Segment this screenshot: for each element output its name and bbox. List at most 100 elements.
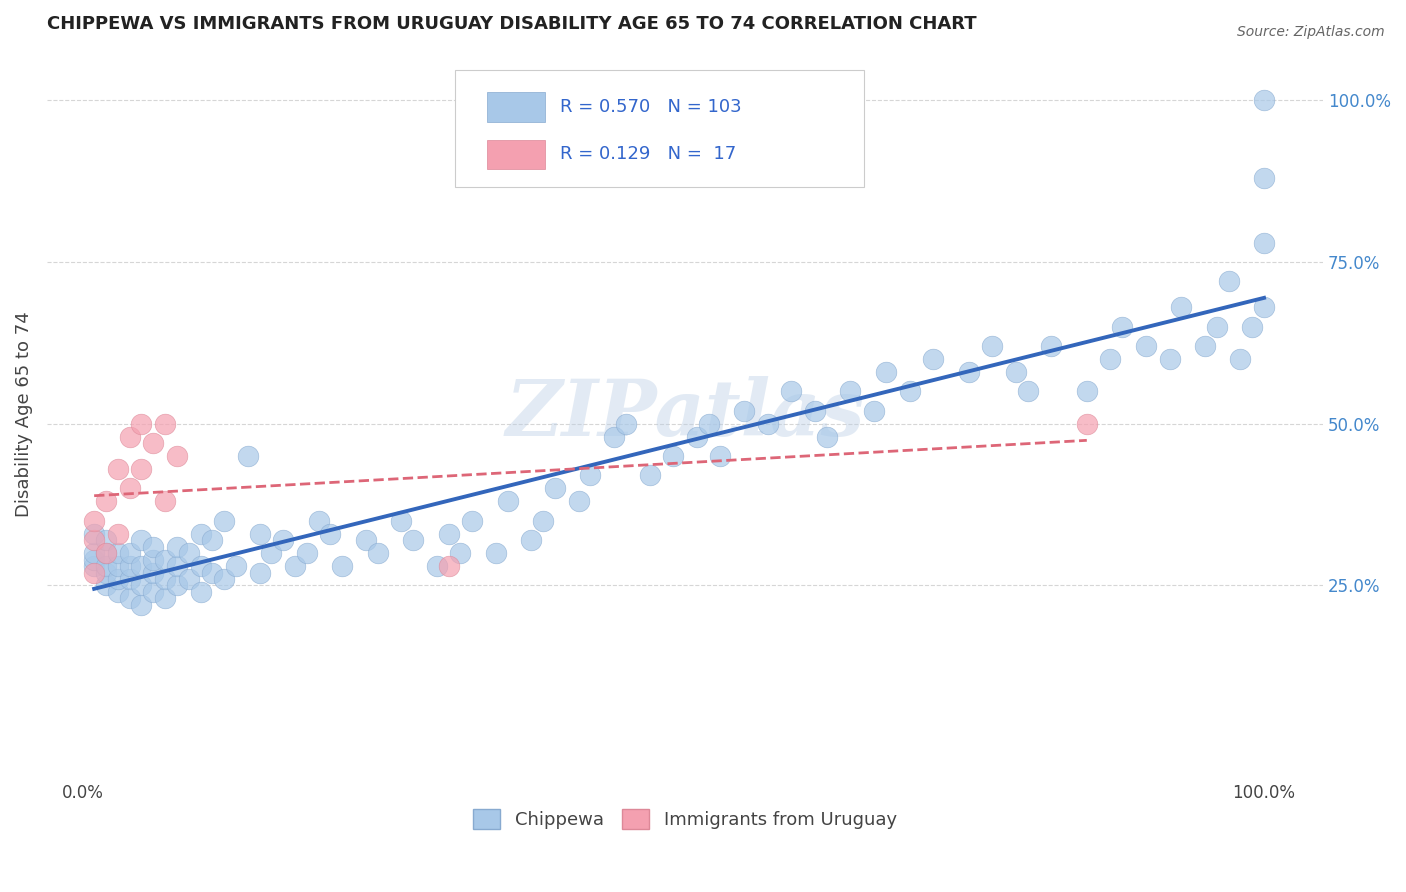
Point <box>922 351 945 366</box>
Point <box>107 559 129 574</box>
Text: CHIPPEWA VS IMMIGRANTS FROM URUGUAY DISABILITY AGE 65 TO 74 CORRELATION CHART: CHIPPEWA VS IMMIGRANTS FROM URUGUAY DISA… <box>46 15 977 33</box>
Point <box>94 559 117 574</box>
Point <box>733 404 755 418</box>
Point <box>1241 319 1264 334</box>
Point <box>153 591 176 606</box>
Point <box>107 572 129 586</box>
Text: R = 0.570   N = 103: R = 0.570 N = 103 <box>560 98 741 116</box>
Point <box>131 559 153 574</box>
Point <box>166 559 188 574</box>
Point <box>107 585 129 599</box>
Point <box>804 404 827 418</box>
Point <box>131 578 153 592</box>
Point <box>284 559 307 574</box>
Point <box>118 572 141 586</box>
Point <box>83 552 105 566</box>
Point <box>83 566 105 580</box>
Point <box>83 546 105 560</box>
Point <box>153 417 176 431</box>
Point <box>1253 235 1275 250</box>
Point <box>1218 274 1240 288</box>
Point <box>94 546 117 560</box>
Point <box>142 566 165 580</box>
Point <box>614 417 637 431</box>
Point <box>780 384 803 399</box>
Bar <box>488 92 544 121</box>
Point <box>201 533 224 548</box>
Point <box>1099 351 1122 366</box>
Bar <box>488 140 544 169</box>
Point <box>402 533 425 548</box>
Point <box>426 559 449 574</box>
Point <box>815 430 838 444</box>
Point <box>107 546 129 560</box>
Legend: Chippewa, Immigrants from Uruguay: Chippewa, Immigrants from Uruguay <box>467 802 904 837</box>
Point <box>898 384 921 399</box>
Point <box>957 365 980 379</box>
Point <box>1159 351 1181 366</box>
Point <box>1076 417 1098 431</box>
Point <box>367 546 389 560</box>
Point <box>450 546 472 560</box>
FancyBboxPatch shape <box>456 70 863 187</box>
Point <box>1076 384 1098 399</box>
Point <box>1135 339 1157 353</box>
Point <box>94 533 117 548</box>
Point <box>1170 300 1192 314</box>
Point <box>131 598 153 612</box>
Point <box>1005 365 1028 379</box>
Point <box>236 449 259 463</box>
Point <box>201 566 224 580</box>
Point <box>94 578 117 592</box>
Point <box>83 526 105 541</box>
Point <box>249 566 271 580</box>
Point <box>118 559 141 574</box>
Point <box>686 430 709 444</box>
Point <box>153 552 176 566</box>
Point <box>249 526 271 541</box>
Point <box>118 591 141 606</box>
Point <box>354 533 377 548</box>
Point <box>212 514 235 528</box>
Point <box>142 436 165 450</box>
Point <box>94 494 117 508</box>
Point <box>118 546 141 560</box>
Point <box>225 559 247 574</box>
Point <box>1040 339 1063 353</box>
Point <box>118 482 141 496</box>
Point <box>190 585 212 599</box>
Point <box>863 404 886 418</box>
Point <box>131 417 153 431</box>
Point <box>142 552 165 566</box>
Point <box>1194 339 1216 353</box>
Point <box>107 526 129 541</box>
Point <box>1253 93 1275 107</box>
Point <box>94 546 117 560</box>
Point <box>603 430 626 444</box>
Point <box>153 572 176 586</box>
Point <box>662 449 685 463</box>
Point <box>875 365 897 379</box>
Point <box>107 462 129 476</box>
Point <box>271 533 294 548</box>
Point <box>1229 351 1251 366</box>
Point <box>131 462 153 476</box>
Point <box>568 494 591 508</box>
Point <box>579 468 602 483</box>
Point <box>177 546 200 560</box>
Point <box>330 559 353 574</box>
Point <box>709 449 731 463</box>
Point <box>166 578 188 592</box>
Point <box>118 430 141 444</box>
Point <box>190 526 212 541</box>
Point <box>544 482 567 496</box>
Point <box>295 546 318 560</box>
Text: Source: ZipAtlas.com: Source: ZipAtlas.com <box>1237 25 1385 39</box>
Point <box>308 514 330 528</box>
Point <box>260 546 283 560</box>
Point <box>697 417 720 431</box>
Point <box>142 540 165 554</box>
Text: ZIPatlas: ZIPatlas <box>505 376 865 452</box>
Point <box>153 494 176 508</box>
Point <box>638 468 661 483</box>
